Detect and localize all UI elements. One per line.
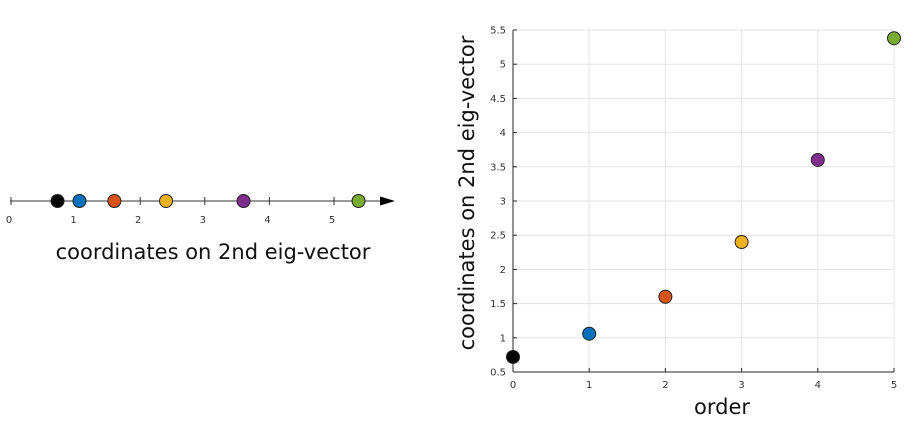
x-tick-label: 2 [662, 380, 668, 391]
y-tick-label: 2.5 [490, 231, 506, 242]
y-tick-label: 5.5 [490, 26, 506, 37]
y-tick-label: 1 [500, 333, 506, 344]
number-line-ticks: 0 1 2 3 4 5 [6, 197, 335, 226]
x-tick-label: 1 [586, 380, 592, 391]
x-tick-label: 3 [738, 380, 744, 391]
number-line-panel: 0 1 2 3 4 5 coordinates on 2nd eig-vector [6, 194, 395, 264]
y-tick-label: 0.5 [490, 368, 506, 379]
y-tick-label: 4 [500, 128, 506, 139]
number-line-tick-label: 5 [329, 215, 335, 226]
number-line-tick-label: 3 [200, 215, 206, 226]
scatter-point [658, 289, 673, 304]
y-tick-label: 1.5 [490, 299, 506, 310]
number-line-point [72, 194, 87, 208]
number-line-xlabel: coordinates on 2nd eig-vector [56, 240, 371, 264]
xy-plot-xlabel: order [694, 395, 750, 419]
number-line-point [159, 194, 174, 208]
scatter-point [506, 349, 520, 364]
number-line-tick-label: 0 [6, 215, 12, 226]
xy-plot-points [506, 31, 901, 364]
scatter-point [810, 152, 825, 167]
xy-plot-panel: 0 1 2 3 4 5 0.5 1 1.5 2 2.5 3 3.5 4 4.5 5 5.5 order coor… [455, 26, 901, 419]
x-tick-label: 5 [891, 380, 897, 391]
number-line-arrowhead [380, 196, 395, 206]
y-tick-label: 2 [500, 265, 506, 276]
number-line-point [351, 194, 366, 208]
xy-plot-ticks: 0 1 2 3 4 5 0.5 1 1.5 2 2.5 3 3.5 4 4.5 5 5.5 [490, 26, 897, 392]
y-tick-label: 3 [500, 197, 506, 208]
x-tick-label: 4 [815, 380, 821, 391]
number-line-tick-label: 2 [135, 215, 141, 226]
number-line-points [50, 194, 366, 208]
scatter-point [582, 326, 597, 341]
y-tick-label: 3.5 [490, 162, 506, 173]
scatter-point [734, 235, 749, 250]
number-line-point [107, 194, 122, 208]
x-tick-label: 0 [510, 380, 516, 391]
scatter-point [887, 31, 901, 46]
number-line-point [50, 194, 65, 208]
number-line-tick-label: 4 [264, 215, 270, 226]
number-line-point [236, 194, 251, 208]
number-line-tick-label: 1 [70, 215, 76, 226]
xy-plot-grid [512, 29, 895, 373]
xy-plot-ylabel: coordinates on 2nd eig-vector [455, 35, 479, 350]
y-tick-label: 4.5 [490, 94, 506, 105]
y-tick-label: 5 [500, 60, 506, 71]
